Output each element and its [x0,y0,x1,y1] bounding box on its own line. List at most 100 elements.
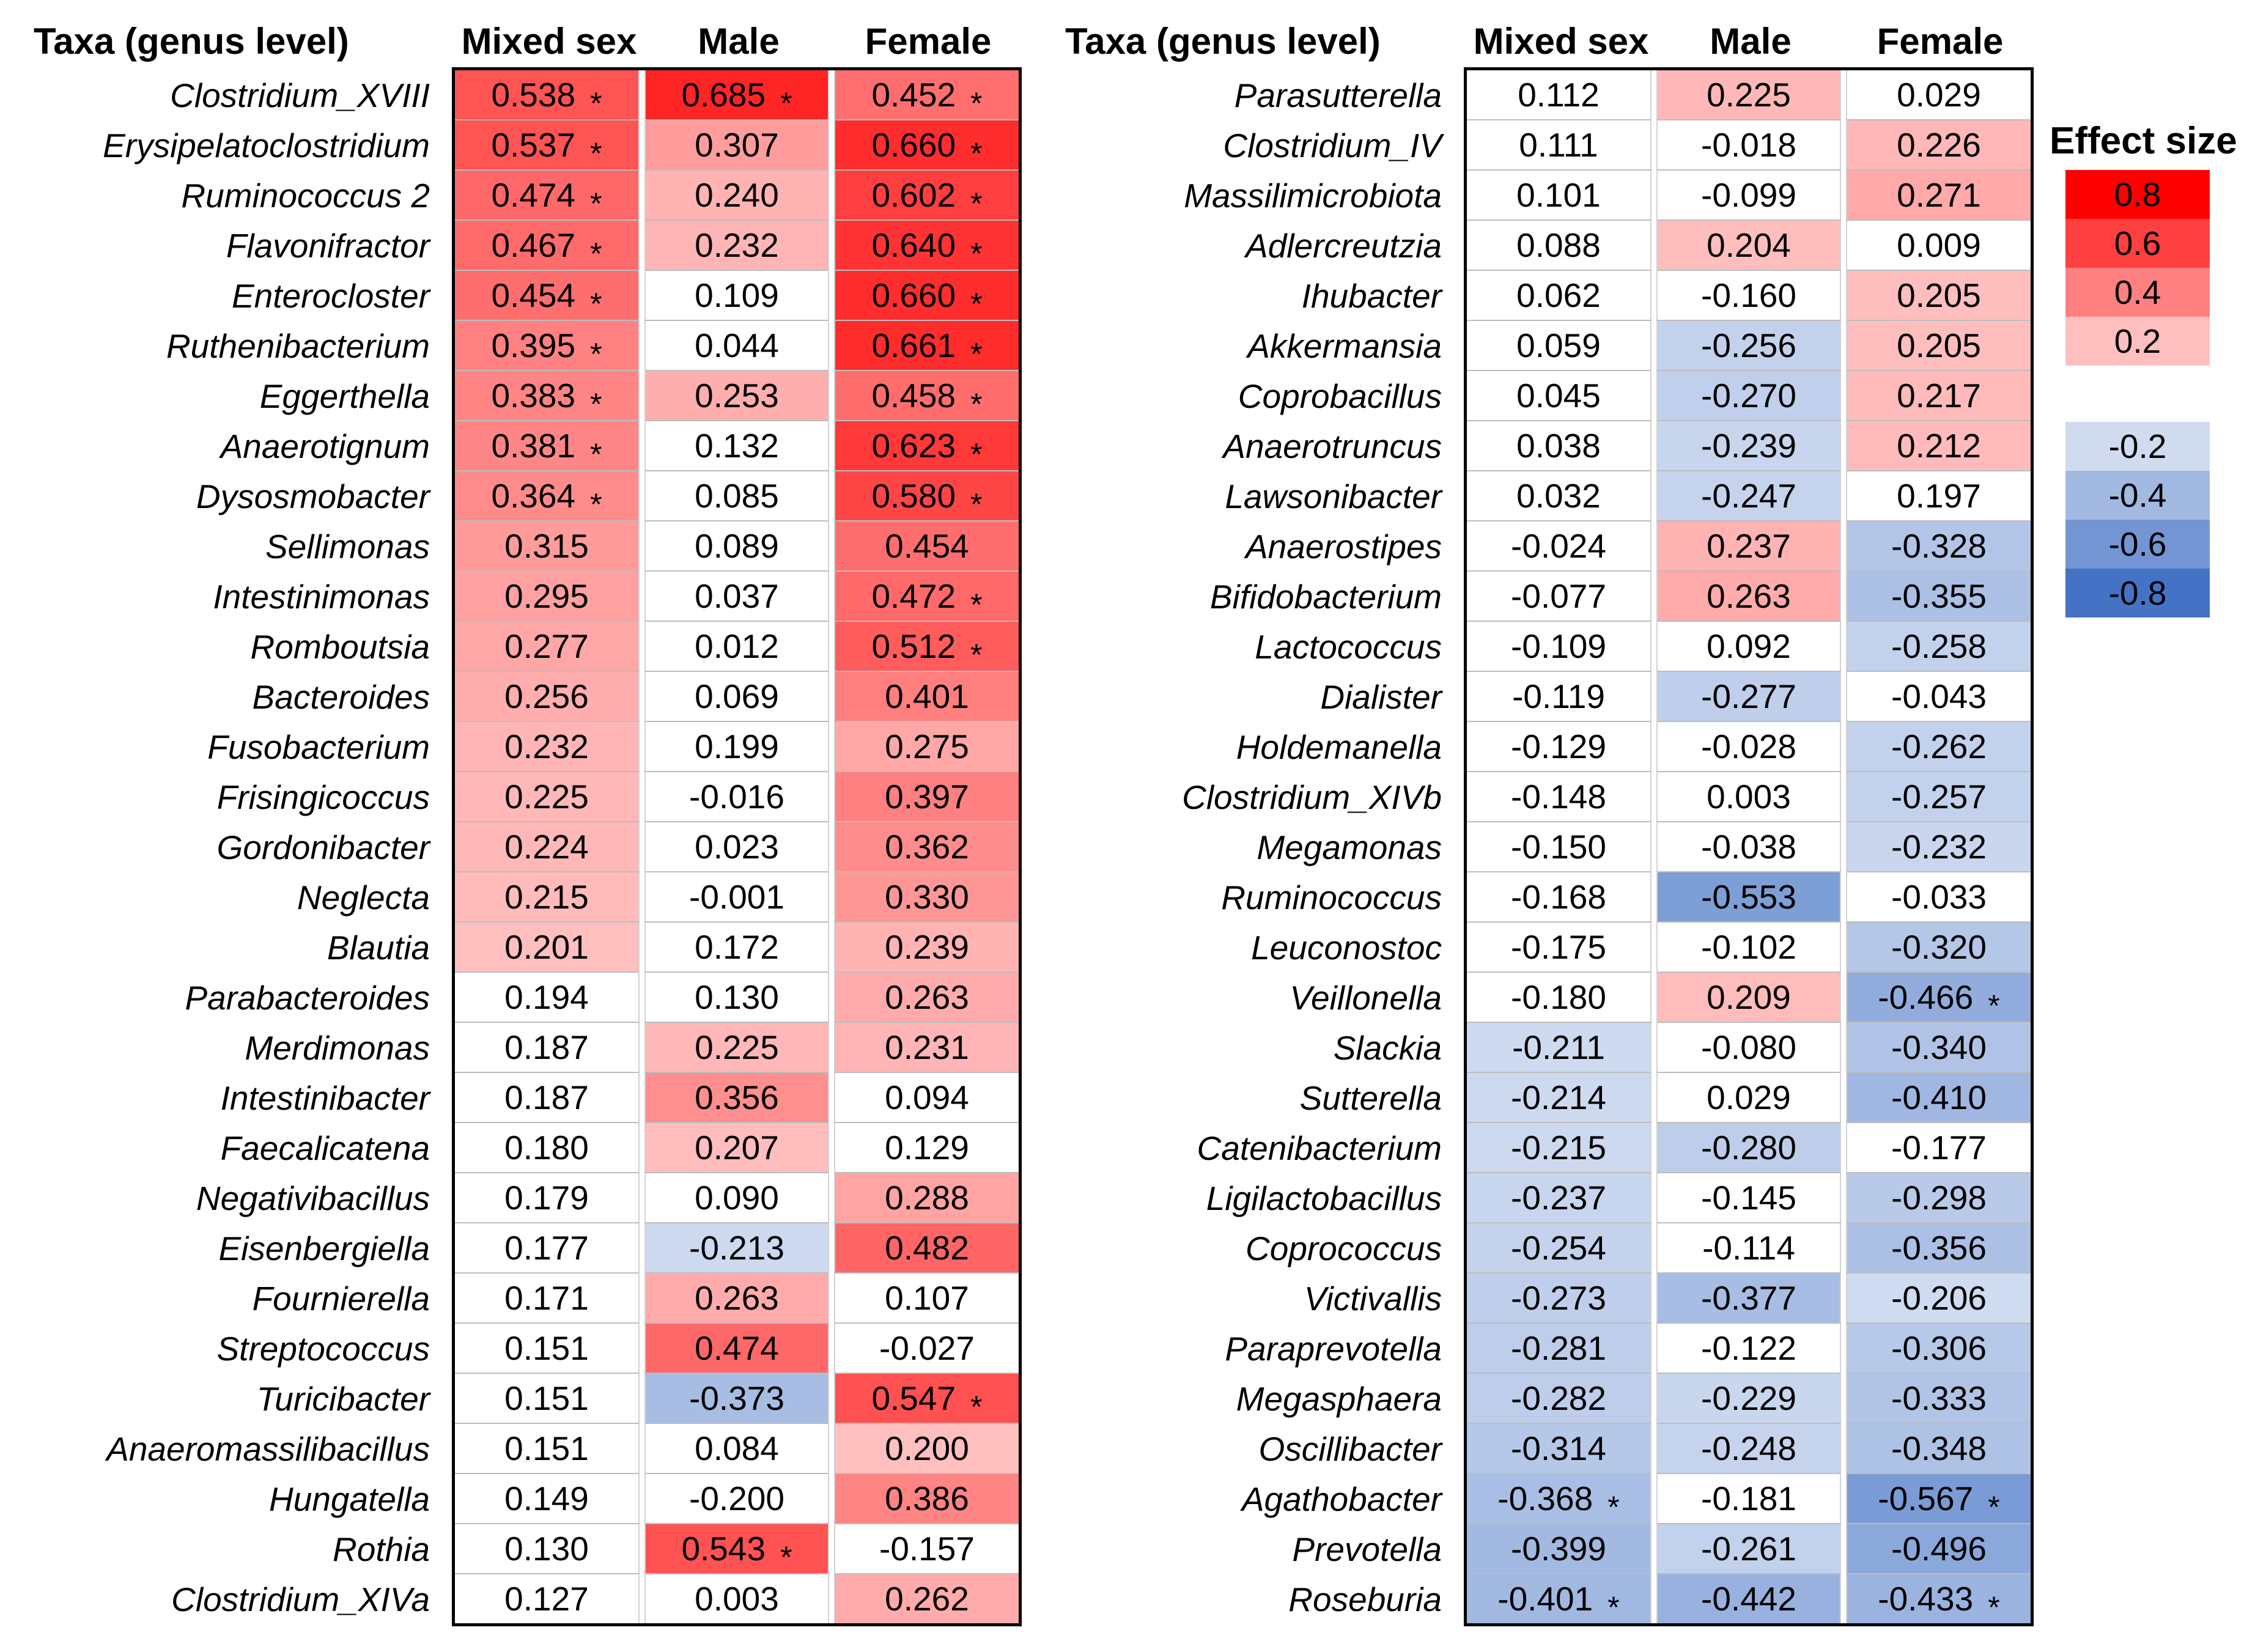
effect-size-cell: 0.209 [1656,972,1841,1022]
effect-size-value: 0.044 [695,326,779,364]
effect-size-cell: -0.254 [1467,1222,1652,1272]
significance-star: * [590,86,602,120]
effect-size-cell: 0.307 [644,119,829,169]
taxon-label: Slackia [1333,1029,1442,1067]
taxon-label: Ruminococcus [1221,879,1442,916]
taxon-label: Victivallis [1304,1280,1442,1318]
effect-size-cell: -0.129 [1467,721,1652,771]
effect-size-value: 0.543 [681,1530,766,1568]
effect-size-value: 0.386 [885,1480,969,1517]
taxon-label: Fusobacterium [207,728,430,766]
effect-size-cell: 0.454 [834,520,1019,570]
effect-size-cell: 0.474 [644,1322,829,1373]
taxon-label: Roseburia [1288,1580,1442,1618]
taxa-labels-column: Parasutterella Clostridium_IV Massilimicro… [1065,67,1464,1626]
effect-size-cell: 0.660 * [834,119,1019,171]
significance-star: * [970,387,983,421]
effect-size-value: -0.433 [1878,1580,1974,1618]
effect-size-value: -0.262 [1891,728,1987,765]
significance-star: * [1988,989,2000,1023]
effect-size-value: -0.157 [879,1530,975,1568]
effect-size-cell: 0.271 [1846,169,2031,219]
taxon-label: Neglecta [297,879,430,916]
effect-size-value: -0.175 [1511,928,1606,966]
effect-size-cell: 0.253 [644,370,829,420]
effect-size-cell: 0.090 [644,1172,829,1222]
table-body: Clostridium_XVIII Erysipelatoclostridium R… [34,67,1022,1626]
taxon-label: Akkermansia [1247,327,1442,365]
taxon-label: Anaerotruncus [1223,427,1442,465]
effect-size-value: 0.467 [491,226,576,264]
effect-size-value: 0.232 [695,226,779,264]
taxon-label: Dialister [1320,678,1442,716]
effect-size-value: -0.229 [1701,1379,1796,1417]
effect-size-cell: -0.232 [1846,821,2031,871]
legend-positive-scale: 0.8 0.6 0.4 0.2 [2065,170,2210,366]
effect-size-cell: -0.150 [1467,821,1652,871]
effect-size-value: -0.377 [1701,1279,1796,1317]
effect-size-cell: -0.280 [1656,1122,1841,1172]
effect-size-value: 0.130 [695,978,779,1016]
significance-star: * [970,136,983,171]
effect-size-value: 0.685 [681,76,766,114]
effect-size-cell: 0.547 * [834,1373,1019,1424]
effect-size-cell: 0.537 * [455,119,640,171]
effect-size-value: 0.171 [504,1279,589,1317]
effect-size-value: 0.232 [504,728,589,765]
significance-star: * [590,487,602,522]
effect-size-cell: 0.330 [834,871,1019,921]
effect-size-cell: -0.496 [1846,1523,2031,1573]
effect-size-cell: 0.032 [1467,470,1652,520]
effect-size-cell: -0.001 [644,871,829,921]
taxon-label: Clostridium_XIVb [1182,778,1442,816]
effect-size-cell: 0.263 [644,1272,829,1322]
effect-size-value: 0.277 [504,627,589,665]
effect-size-cell: -0.442 [1656,1573,1841,1623]
effect-size-cell: -0.355 [1846,570,2031,621]
effect-size-cell: 0.580 * [834,470,1019,522]
effect-size-cell: 0.112 [1467,70,1652,119]
significance-star: * [970,1390,983,1424]
effect-size-value: 0.107 [885,1279,969,1317]
effect-size-cell: -0.213 [644,1222,829,1272]
effect-size-value: -0.355 [1891,577,1987,615]
significance-star: * [1607,1590,1620,1624]
effect-size-value: 0.315 [504,527,589,565]
taxon-label: Enterocloster [231,277,430,315]
effect-size-value: -0.567 [1878,1480,1974,1517]
taxon-label: Erysipelatoclostridium [103,127,430,164]
effect-size-cell: 0.472 * [834,570,1019,622]
effect-size-cell: -0.109 [1467,621,1652,671]
effect-size-cell: -0.099 [1656,169,1841,219]
effect-size-cell: 0.205 [1846,320,2031,370]
effect-size-value: -0.099 [1701,176,1796,214]
effect-size-cell: 0.130 [455,1523,640,1573]
effect-size-cell: 0.224 [455,821,640,871]
taxon-label: Massilimicrobiota [1184,177,1442,215]
effect-size-cell: -0.119 [1467,671,1652,721]
significance-star: * [970,186,983,221]
effect-size-value: 0.271 [1897,176,1981,214]
effect-size-cell: 0.151 [455,1322,640,1373]
effect-size-value: -0.129 [1511,728,1606,765]
effect-size-cell: 0.207 [644,1122,829,1172]
effect-size-value: 0.547 [871,1379,956,1417]
effect-size-value: -0.145 [1701,1179,1796,1217]
effect-size-cell: -0.258 [1846,621,2031,671]
effect-size-value: -0.168 [1511,878,1606,916]
effect-size-cell: -0.281 [1467,1322,1652,1373]
effect-size-cell: -0.122 [1656,1322,1841,1373]
effect-size-value: -0.277 [1701,677,1796,715]
taxon-label: Parasutterella [1234,76,1442,114]
effect-size-cell: 0.386 [834,1473,1019,1523]
effect-size-value: 0.602 [871,176,956,214]
taxon-label: Sutterella [1299,1079,1442,1117]
taxon-label: Flavonifractor [226,227,430,265]
effect-size-value: -0.119 [1512,677,1605,715]
effect-size-cell: 0.177 [455,1222,640,1272]
effect-size-value: 0.194 [504,978,589,1016]
effect-size-cell: -0.270 [1656,370,1841,420]
effect-size-value: 0.330 [885,878,969,916]
taxon-label: Romboutsia [250,628,430,666]
effect-size-cell: -0.237 [1467,1172,1652,1222]
